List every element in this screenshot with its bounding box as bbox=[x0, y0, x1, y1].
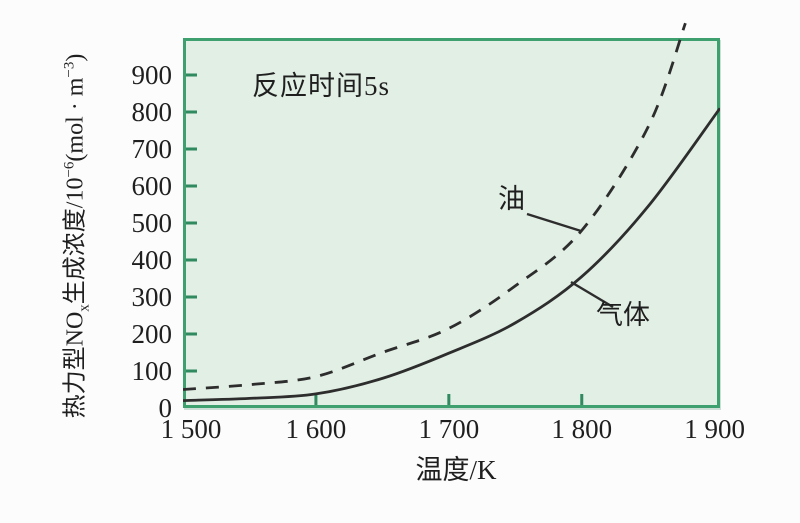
curve-gas bbox=[183, 107, 720, 402]
tick-marks bbox=[186, 73, 584, 405]
curve-label-gas: 气体 bbox=[596, 300, 650, 330]
curve-oil bbox=[183, 22, 687, 391]
gas-leader-line bbox=[570, 280, 614, 309]
y-tick-label: 800 bbox=[131, 97, 173, 127]
x-tick-label: 1 700 bbox=[418, 414, 480, 444]
x-tick-label: 1 500 bbox=[160, 414, 222, 444]
y-tick-label: 400 bbox=[131, 245, 173, 275]
y-axis-label-superscript-3: −3 bbox=[61, 61, 78, 78]
plot-area bbox=[183, 38, 720, 408]
annotation-reaction-time: 反应时间5s bbox=[252, 71, 391, 101]
y-tick-label: 600 bbox=[131, 171, 173, 201]
x-tick-label: 1 900 bbox=[684, 414, 746, 444]
curves bbox=[183, 22, 720, 402]
x-tick-label: 1 800 bbox=[551, 414, 613, 444]
x-axis-label: 温度/K bbox=[415, 455, 497, 485]
y-tick-label: 0 bbox=[158, 393, 173, 423]
y-tick-label: 100 bbox=[131, 356, 173, 386]
curve-label-oil: 油 bbox=[498, 184, 525, 214]
x-tick-label: 1 600 bbox=[285, 414, 347, 444]
y-tick-label: 300 bbox=[131, 282, 173, 312]
y-tick-label: 200 bbox=[131, 319, 173, 349]
y-tick-label: 900 bbox=[131, 60, 173, 90]
y-tick-label: 700 bbox=[131, 134, 173, 164]
oil-leader-line bbox=[526, 212, 582, 233]
y-tick-label: 500 bbox=[131, 208, 173, 238]
y-axis-label: 热力型NOx生成浓度/10−6(mol · m−3) bbox=[61, 53, 93, 419]
y-axis-label-text: 热力型NO bbox=[62, 311, 89, 419]
y-axis-label-superscript-6: −6 bbox=[61, 161, 78, 178]
y-axis-label-subscript: x bbox=[76, 304, 93, 312]
